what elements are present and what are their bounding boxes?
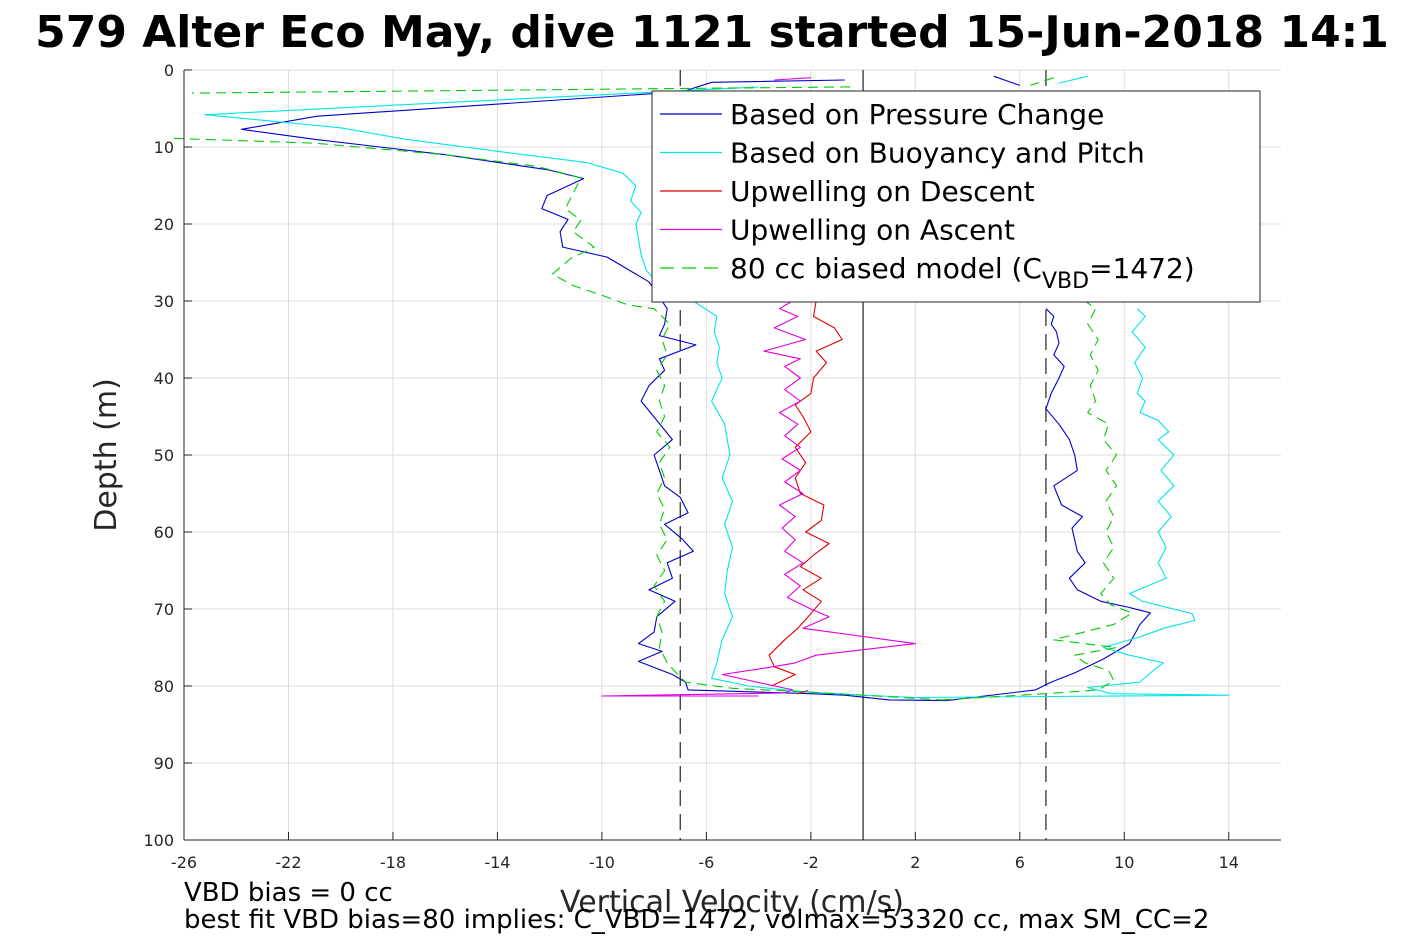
series-line-5 [172, 137, 942, 701]
y-tick-label: 80 [154, 677, 174, 696]
legend-label: Upwelling on Descent [730, 175, 1035, 208]
series-line-5 [941, 300, 1133, 701]
vbd-bias-note: VBD bias = 0 cc [184, 878, 393, 908]
legend: Based on Pressure Change Based on Buoyanc… [651, 90, 1261, 303]
series-line-2 [1058, 75, 1088, 84]
x-tick-label: -10 [589, 853, 615, 872]
x-tick-label: -26 [171, 853, 197, 872]
series-line-2 [915, 308, 1230, 699]
chart-title: 579 Alter Eco May, dive 1121 started 15-… [35, 7, 1389, 58]
x-tick-labels: -26 -22 -18 -14 -10 -6 -2 2 6 10 14 [171, 832, 1239, 872]
series-line-4 [601, 300, 916, 697]
legend-label: Based on Buoyancy and Pitch [730, 137, 1145, 170]
x-tick-label: -6 [698, 853, 714, 872]
series-line-3 [768, 300, 843, 687]
best-fit-note: best fit VBD bias=80 implies: C_VBD=1472… [184, 905, 1209, 935]
legend-label: Upwelling on Ascent [730, 214, 1015, 247]
y-tick-label: 0 [164, 61, 174, 80]
series-line-5 [1030, 77, 1054, 86]
series-line-3 [797, 690, 809, 695]
data-series [172, 75, 1230, 702]
series-line-2 [204, 86, 916, 699]
series-line-1 [946, 308, 1151, 702]
x-tick-label: -2 [803, 853, 819, 872]
y-tick-label: 60 [154, 523, 174, 542]
y-axis-label: Depth (m) [89, 378, 124, 532]
y-tick-label: 40 [154, 369, 174, 388]
legend-box [651, 90, 1261, 303]
x-tick-label: 2 [910, 853, 920, 872]
x-tick-label: 10 [1114, 853, 1134, 872]
y-tick-labels: 0 10 20 30 40 50 60 70 80 90 100 [143, 61, 192, 850]
y-tick-label: 20 [154, 215, 174, 234]
series-line-1 [240, 79, 947, 702]
x-tick-label: -22 [275, 853, 301, 872]
y-tick-label: 30 [154, 292, 174, 311]
legend-label: Based on Pressure Change [730, 98, 1104, 131]
y-tick-label: 50 [154, 446, 174, 465]
x-tick-label: 14 [1219, 853, 1239, 872]
y-tick-label: 100 [143, 831, 174, 850]
series-line-4 [774, 77, 811, 81]
x-tick-label: -14 [484, 853, 510, 872]
series-line-1 [993, 75, 1020, 86]
series-line-5 [191, 86, 851, 94]
legend-label: 80 cc biased model (CVBD=1472) [730, 252, 1195, 294]
x-tick-label: 6 [1015, 853, 1025, 872]
y-tick-label: 10 [154, 138, 174, 157]
y-tick-label: 70 [154, 600, 174, 619]
x-tick-label: -18 [380, 853, 406, 872]
x-axis-label: Vertical Velocity (cm/s) [560, 885, 904, 920]
y-tick-label: 90 [154, 754, 174, 773]
